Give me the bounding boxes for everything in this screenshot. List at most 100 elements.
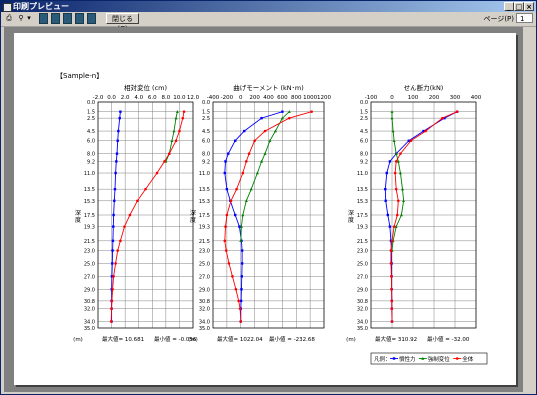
depth-tick-label: 8.0 bbox=[87, 152, 95, 158]
sample-label: 【Sample-n】 bbox=[56, 72, 103, 80]
data-point-zentai bbox=[128, 213, 132, 217]
data-point-zentai bbox=[110, 307, 113, 310]
depth-tick-label: 17.5 bbox=[199, 213, 210, 219]
data-point-kansei bbox=[234, 139, 237, 142]
data-point-kansei bbox=[234, 213, 237, 217]
zoom-dropdown-icon[interactable]: ▾ bbox=[27, 14, 31, 22]
x-tick-label: 1200 bbox=[317, 95, 331, 101]
zoom-icon[interactable]: ⚲ bbox=[18, 14, 24, 22]
six-page-icon[interactable] bbox=[87, 13, 96, 24]
data-point-kansei bbox=[116, 139, 119, 142]
data-point-zentai bbox=[119, 239, 122, 243]
data-point-zentai bbox=[237, 299, 240, 303]
data-point-zentai bbox=[390, 307, 394, 310]
x-tick-label: -400 bbox=[207, 95, 220, 101]
data-point-zentai bbox=[247, 152, 251, 155]
data-point-kansei bbox=[407, 139, 410, 142]
data-point-kansei bbox=[113, 187, 117, 191]
depth-tick-label: 1.5 bbox=[87, 110, 95, 116]
data-point-zentai bbox=[455, 110, 459, 113]
data-point-zentai bbox=[263, 129, 267, 133]
depth-tick-label: 30.8 bbox=[84, 299, 95, 305]
close-window-button[interactable]: × bbox=[524, 2, 534, 11]
chart-title: せん断力(kN) bbox=[404, 83, 444, 92]
x-tick-label: 400 bbox=[263, 95, 274, 101]
depth-tick-label: 9.2 bbox=[202, 159, 210, 165]
data-point-kyosei bbox=[394, 152, 398, 155]
app-icon bbox=[3, 3, 12, 12]
data-point-zentai bbox=[227, 262, 231, 265]
data-point-zentai bbox=[397, 199, 400, 203]
data-point-kansei bbox=[117, 129, 120, 133]
data-point-zentai bbox=[394, 187, 398, 191]
data-point-zentai bbox=[167, 152, 171, 155]
data-point-zentai bbox=[110, 299, 114, 303]
maximize-button[interactable]: □ bbox=[514, 2, 524, 11]
series-line-kyosei bbox=[240, 111, 290, 241]
depth-tick-label: 1.5 bbox=[202, 110, 210, 116]
depth-tick-label: 34.0 bbox=[84, 320, 95, 326]
data-point-kansei bbox=[223, 171, 226, 175]
data-point-kansei bbox=[119, 110, 122, 113]
x-tick-label: 6.0 bbox=[148, 95, 157, 101]
data-point-zentai bbox=[136, 199, 139, 203]
data-point-kansei bbox=[225, 187, 229, 191]
charts-svg: 【Sample-n】 -2.0 0.0 2.0 4.0 6.0 8.0 10.0 12.00.… bbox=[56, 72, 488, 365]
data-point-kyosei bbox=[175, 110, 179, 113]
depth-tick-label: 35.0 bbox=[199, 326, 210, 332]
depth-tick-label: 8.0 bbox=[202, 152, 210, 158]
depth-tick-label: 0.0 bbox=[360, 100, 368, 106]
data-point-kansei bbox=[240, 249, 244, 252]
data-point-zentai bbox=[399, 152, 402, 155]
data-point-kansei bbox=[112, 213, 115, 217]
data-point-kansei bbox=[443, 116, 446, 120]
depth-tick-label: 25.0 bbox=[84, 261, 95, 267]
data-point-kansei bbox=[114, 171, 117, 175]
depth-tick-label: 19.3 bbox=[199, 225, 210, 231]
print-icon[interactable]: ⎙ bbox=[6, 14, 12, 22]
data-point-kyosei bbox=[263, 152, 267, 155]
depth-tick-label: 6.0 bbox=[87, 139, 95, 145]
x-tick-label: 400 bbox=[471, 95, 482, 101]
one-page-icon[interactable] bbox=[39, 13, 48, 24]
close-button[interactable]: 閉じる(C) bbox=[106, 13, 139, 33]
four-page-icon[interactable] bbox=[75, 13, 84, 24]
x-tick-label: 800 bbox=[291, 95, 302, 101]
data-point-zentai bbox=[155, 171, 159, 175]
data-point-kyosei bbox=[280, 116, 284, 120]
depth-tick-label: 23.0 bbox=[199, 249, 210, 255]
data-point-kansei bbox=[388, 225, 392, 228]
data-point-kansei bbox=[224, 160, 227, 163]
depth-axis-label-1: 深 bbox=[348, 209, 354, 217]
x-tick-label: -100 bbox=[365, 95, 378, 101]
page-number-field[interactable]: 1 bbox=[516, 13, 533, 23]
legend-marker-kansei bbox=[392, 357, 396, 360]
data-point-kansei bbox=[386, 213, 389, 217]
minimize-button[interactable]: _ bbox=[504, 2, 514, 11]
depth-tick-label: 15.3 bbox=[357, 199, 368, 205]
depth-tick-label: 27.0 bbox=[84, 274, 95, 280]
three-page-icon[interactable] bbox=[63, 13, 72, 24]
data-point-kyosei bbox=[170, 139, 174, 142]
depth-tick-label: 29.0 bbox=[199, 287, 210, 293]
series-line-kansei bbox=[384, 111, 458, 322]
vertical-scrollbar[interactable] bbox=[523, 27, 534, 392]
depth-tick-label: 8.0 bbox=[360, 152, 368, 158]
data-point-kyosei bbox=[241, 213, 245, 217]
data-point-zentai bbox=[310, 110, 313, 113]
x-tick-label: 200 bbox=[249, 95, 260, 101]
depth-tick-label: 35.0 bbox=[357, 326, 368, 332]
x-tick-label: -200 bbox=[221, 95, 234, 101]
depth-tick-label: 34.0 bbox=[199, 320, 210, 326]
depth-tick-label: 13.5 bbox=[84, 187, 95, 193]
data-point-kansei bbox=[388, 160, 392, 163]
data-point-zentai bbox=[229, 199, 233, 203]
x-tick-label: 0 bbox=[390, 95, 394, 101]
data-point-zentai bbox=[241, 171, 245, 175]
depth-tick-label: 30.8 bbox=[357, 299, 368, 305]
depth-axis-label-2: 度 bbox=[348, 216, 354, 224]
data-point-kansei bbox=[240, 288, 243, 291]
max-value-label: 最大値= 10.681 bbox=[102, 335, 144, 343]
two-page-icon[interactable] bbox=[51, 13, 60, 24]
